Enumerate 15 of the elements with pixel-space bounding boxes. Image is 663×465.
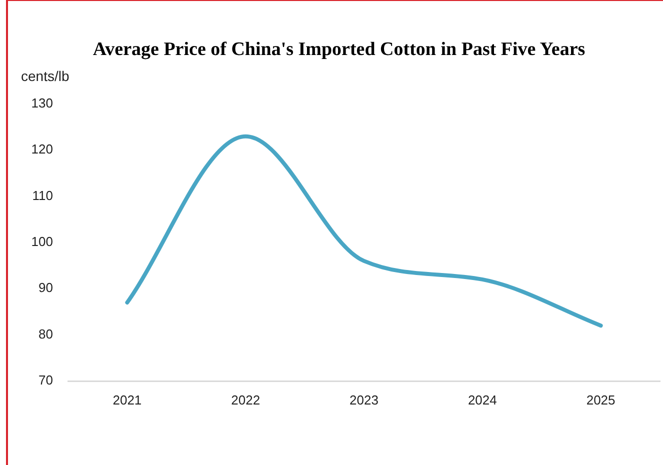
- x-tick-label: 2024: [468, 392, 497, 408]
- y-tick-label: 100: [31, 234, 53, 250]
- y-tick-label: 130: [31, 96, 53, 111]
- x-tick-label: 2025: [586, 392, 616, 408]
- x-tick-label: 2022: [231, 392, 260, 408]
- y-tick-label: 80: [38, 326, 53, 342]
- y-tick-label: 70: [38, 372, 53, 388]
- x-tick-label: 2023: [350, 392, 378, 408]
- line-series: [125, 134, 603, 328]
- y-tick-label: 110: [32, 188, 53, 203]
- chart-title: Average Price of China's Imported Cotton in Past Five Years: [92, 38, 586, 60]
- y-tick-label: 120: [31, 142, 53, 157]
- y-axis-title: cents/lb: [21, 68, 70, 84]
- y-tick-label: 90: [38, 280, 53, 296]
- x-tick-label: 2021: [112, 392, 142, 408]
